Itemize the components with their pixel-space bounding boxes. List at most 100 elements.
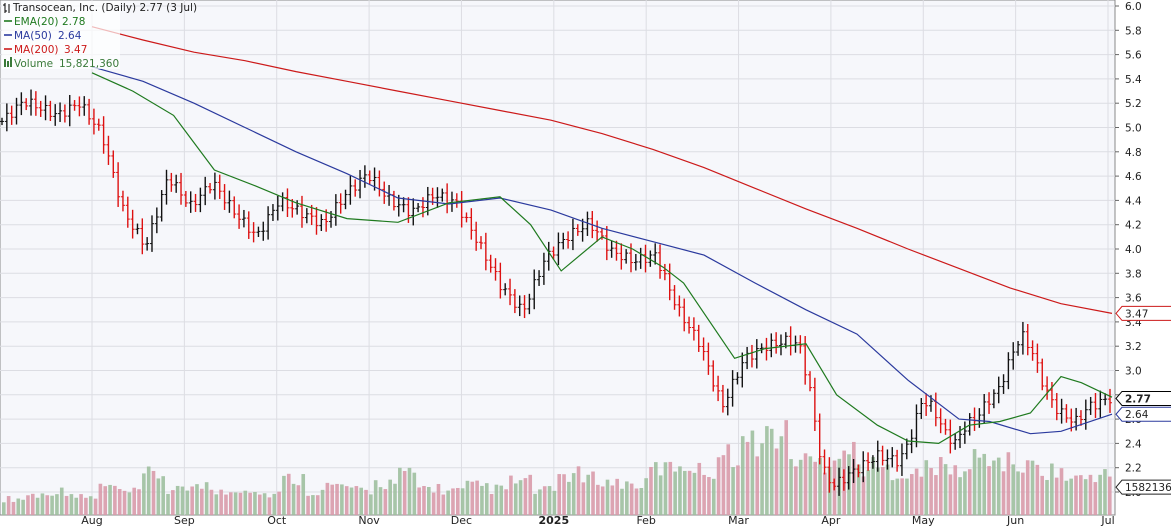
volume-bar: [861, 476, 866, 515]
volume-bar: [98, 483, 103, 515]
title-icon: [3, 3, 10, 13]
volume-bar: [649, 466, 653, 515]
volume-bar: [987, 466, 991, 515]
volume-bar: [620, 488, 624, 515]
volume-bar: [707, 477, 711, 515]
volume-bar: [610, 485, 615, 515]
volume-bar: [866, 469, 871, 515]
volume-bar: [93, 498, 98, 515]
volume-bar: [528, 474, 533, 515]
value-badge-label: 2.77: [1125, 393, 1151, 405]
volume-bar: [1045, 479, 1049, 515]
volume-bar: [605, 479, 610, 515]
volume-bar: [567, 481, 571, 515]
y-tick-label: 3.6: [1125, 293, 1142, 305]
legend-volume-value: 15,821,360: [59, 58, 119, 70]
y-tick-label: 5.2: [1125, 98, 1142, 110]
y-tick-label: 5.0: [1125, 123, 1142, 135]
volume-bar: [132, 487, 137, 515]
volume-bar: [523, 478, 528, 515]
volume-bar: [644, 478, 648, 515]
volume-bar: [373, 480, 378, 515]
volume-bar: [740, 436, 745, 515]
volume-bar: [518, 480, 523, 515]
volume-bar: [398, 467, 402, 515]
volume-bar: [996, 457, 1001, 515]
legend-ma50-value: 2.64: [58, 30, 82, 42]
volume-bar: [286, 473, 291, 515]
volume-bar: [74, 497, 79, 515]
volume-bar: [856, 464, 861, 515]
volume-bar: [451, 488, 455, 515]
volume-bar: [267, 497, 272, 515]
volume-bar: [422, 486, 426, 515]
volume-bar: [349, 487, 354, 515]
volume-bar: [117, 488, 122, 515]
volume-bar: [2, 502, 6, 515]
volume-bar: [88, 496, 93, 515]
volume-bar: [982, 453, 987, 515]
volume-bar: [938, 457, 943, 515]
y-tick-label: 3.2: [1125, 341, 1142, 353]
volume-bar: [779, 436, 784, 515]
volume-bar: [576, 466, 581, 515]
series-line-ma-200-: [91, 26, 1113, 314]
volume-bar: [431, 492, 436, 515]
volume-bar: [557, 474, 562, 515]
volume-bar: [924, 460, 929, 515]
volume-bar: [967, 469, 972, 515]
volume-bar: [84, 497, 88, 515]
volume-bar: [663, 462, 668, 515]
volume-bar: [180, 486, 185, 515]
volume-bar: [586, 474, 590, 515]
volume-bar: [427, 487, 431, 515]
volume-bar: [238, 492, 243, 515]
volume-bar: [687, 470, 692, 515]
volume-bar: [794, 466, 798, 515]
volume-bar: [711, 478, 716, 515]
volume-bar: [876, 467, 880, 515]
volume-bar: [26, 495, 30, 515]
volume-bar: [378, 487, 383, 515]
volume-bar: [1006, 452, 1011, 515]
volume-bar: [871, 457, 875, 515]
volume-bar: [900, 478, 904, 515]
x-axis-ticks: Aug Sep Oct Nov Dec 2025 Feb Mar Apr May Jun Jul: [81, 514, 1114, 526]
volume-bar: [504, 489, 508, 515]
volume-bar: [1050, 463, 1054, 515]
value-badge: 2.64: [1115, 406, 1171, 422]
volume-bar: [436, 483, 441, 515]
volume-bar: [542, 486, 547, 515]
volume-bar: [359, 487, 363, 515]
volume-bar: [108, 484, 112, 515]
x-tick-label: Dec: [451, 514, 472, 526]
volume-bar: [596, 484, 600, 515]
volume-bar: [1016, 471, 1020, 515]
volume-bar: [1030, 460, 1035, 515]
volume-bar: [156, 478, 161, 515]
volume-bar: [1069, 478, 1073, 515]
volume-bar: [702, 474, 706, 515]
x-tick-label: May: [912, 514, 935, 526]
volume-bar: [470, 481, 475, 515]
volume-bar: [914, 468, 919, 515]
volume-bar: [228, 492, 233, 515]
volume-icon: [4, 57, 12, 67]
volume-bar: [446, 490, 450, 515]
volume-bar: [673, 471, 677, 515]
value-badge: 3.47: [1115, 305, 1171, 321]
volume-bar: [591, 471, 595, 515]
volume-bar: [750, 430, 755, 515]
volume-bar: [441, 494, 446, 515]
volume-bar: [654, 462, 658, 515]
volume-bar: [1079, 475, 1083, 515]
volume-bar: [315, 495, 320, 515]
volume-bar: [919, 476, 924, 515]
series-line-ma-50-: [91, 66, 1113, 435]
volume-bar: [958, 477, 962, 515]
volume-bar: [209, 489, 214, 515]
volume-bar: [765, 426, 769, 515]
volume-bar: [658, 475, 663, 515]
volume-bar: [142, 473, 146, 515]
